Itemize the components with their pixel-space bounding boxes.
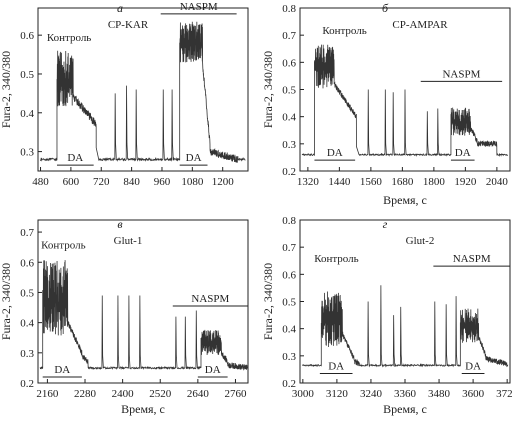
y-tick-label: 0.2 <box>282 166 296 178</box>
x-tick-label: 3240 <box>360 388 383 400</box>
x-axis-label: Время, с <box>383 193 427 207</box>
x-tick-label: 2520 <box>149 388 172 400</box>
da-label: DA <box>186 152 202 164</box>
x-tick-label: 3000 <box>292 388 315 400</box>
y-tick-label: 0.2 <box>282 378 296 390</box>
y-tick-label: 0.6 <box>282 269 296 281</box>
panel-letter: а <box>117 1 123 15</box>
da-label: DA <box>455 147 471 159</box>
x-tick-label: 2400 <box>112 388 135 400</box>
y-tick-label: 0.6 <box>20 257 34 269</box>
annotation-label: Контроль <box>47 32 91 44</box>
x-tick-label: 1440 <box>328 176 351 188</box>
annotation-label: Контроль <box>41 240 85 252</box>
x-tick-label: 720 <box>93 176 110 188</box>
x-tick-label: 480 <box>32 176 49 188</box>
x-tick-label: 2280 <box>74 388 97 400</box>
x-tick-label: 2640 <box>187 388 210 400</box>
x-tick-label: 600 <box>63 176 80 188</box>
y-tick-label: 0.8 <box>282 3 296 15</box>
fura-trace <box>301 44 509 157</box>
x-tick-label: 1920 <box>454 176 477 188</box>
x-tick-label: 1680 <box>391 176 414 188</box>
axes-frame <box>37 7 249 172</box>
chart-panel-1: 480 600 720 840 960 1080 1200 0.3 0.4 0.5 0.6 Fura-… <box>0 1 249 188</box>
y-tick-label: 0.4 <box>282 324 296 336</box>
da-label: DA <box>328 360 344 372</box>
fura-trace <box>39 260 249 371</box>
x-tick-label: 960 <box>154 176 171 188</box>
fura-trace <box>39 21 246 163</box>
y-tick-label: 0.5 <box>20 69 34 81</box>
x-tick-label: 840 <box>123 176 140 188</box>
chart-panel-2: 1320 1440 1560 1680 1800 1920 2040 0.2 0.3 0.4 0.5… <box>261 1 511 207</box>
da-label: DA <box>67 152 83 164</box>
y-tick-label: 0.6 <box>282 57 296 69</box>
annotation-label: Контроль <box>322 25 366 37</box>
y-axis-label: Fura-2, 340/380 <box>0 51 13 128</box>
y-axis-label: Fura-2, 340/380 <box>0 263 13 340</box>
fura-trace <box>301 285 509 368</box>
y-tick-label: 0.3 <box>20 348 34 360</box>
y-tick-label: 0.3 <box>282 351 296 363</box>
panel-letter: г <box>383 217 388 231</box>
y-tick-label: 0.8 <box>282 215 296 227</box>
y-tick-label: 0.5 <box>282 297 296 309</box>
y-axis-label: Fura-2, 340/380 <box>261 263 275 340</box>
y-tick-label: 0.7 <box>20 227 34 239</box>
x-tick-label: 3600 <box>462 388 485 400</box>
panel-letter: б <box>382 1 389 15</box>
x-tick-label: 1320 <box>297 176 320 188</box>
naspm-label: NASPM <box>191 293 229 305</box>
y-tick-label: 0.4 <box>282 112 296 124</box>
annotation-label: Контроль <box>314 253 358 265</box>
y-tick-label: 0.6 <box>20 30 34 42</box>
panel-title: Glut-2 <box>406 235 435 247</box>
panel-title: Glut-1 <box>114 235 143 247</box>
naspm-label: NASPM <box>453 253 491 265</box>
axes-frame <box>37 219 249 384</box>
panel-title: CP-KAR <box>108 19 149 31</box>
da-label: DA <box>465 360 481 372</box>
x-tick-label: 3120 <box>326 388 349 400</box>
chart-panel-3: 2160 2280 2400 2520 2640 2760 0.2 0.3 0.4 0.5 0.6 0… <box>0 217 249 416</box>
x-tick-label: 1800 <box>423 176 446 188</box>
y-axis-label: Fura-2, 340/380 <box>261 51 275 128</box>
da-label: DA <box>327 147 343 159</box>
y-tick-label: 0.3 <box>20 147 34 159</box>
x-tick-label: 2760 <box>224 388 247 400</box>
x-tick-label: 2040 <box>486 176 509 188</box>
panel-letter: в <box>117 217 122 231</box>
y-tick-label: 0.4 <box>20 318 34 330</box>
x-tick-label: 1200 <box>212 176 235 188</box>
x-tick-label: 3360 <box>394 388 417 400</box>
naspm-label: NASPM <box>442 68 480 80</box>
y-tick-label: 0.3 <box>282 139 296 151</box>
x-axis-label: Время, с <box>383 402 427 416</box>
x-tick-label: 2160 <box>36 388 59 400</box>
y-tick-label: 0.5 <box>282 85 296 97</box>
panel-title: CP-AMPAR <box>392 19 448 31</box>
y-tick-label: 0.7 <box>282 30 296 42</box>
x-axis-label: Время, с <box>121 402 165 416</box>
y-tick-label: 0.4 <box>20 108 34 120</box>
x-tick-label: 1560 <box>360 176 383 188</box>
da-label: DA <box>54 364 70 376</box>
y-tick-label: 0.5 <box>20 287 34 299</box>
y-tick-label: 0.2 <box>20 378 34 390</box>
x-tick-label: 1080 <box>181 176 204 188</box>
x-tick-label: 3480 <box>428 388 451 400</box>
da-label: DA <box>205 364 221 376</box>
naspm-label: NASPM <box>180 1 218 13</box>
y-tick-label: 0.7 <box>282 242 296 254</box>
